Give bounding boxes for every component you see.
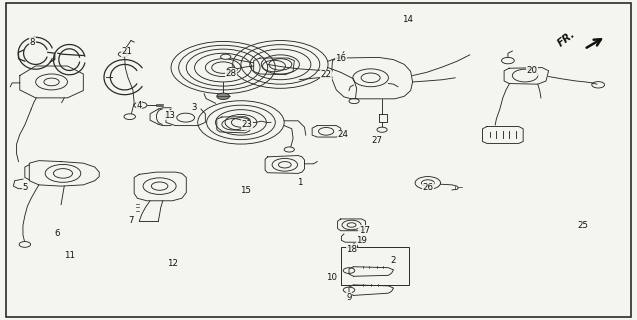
Text: 2: 2	[390, 256, 396, 265]
Text: 5: 5	[22, 183, 27, 192]
Text: 8: 8	[30, 38, 35, 47]
Circle shape	[118, 52, 129, 57]
Text: 18: 18	[346, 245, 357, 254]
Text: 14: 14	[402, 15, 413, 24]
Circle shape	[124, 114, 136, 120]
Text: 26: 26	[422, 183, 433, 192]
Text: 4: 4	[136, 101, 142, 110]
Circle shape	[220, 54, 231, 59]
Text: 15: 15	[240, 186, 251, 195]
Circle shape	[217, 93, 229, 100]
Text: 24: 24	[337, 130, 348, 139]
Circle shape	[227, 67, 237, 72]
Text: 20: 20	[527, 66, 538, 75]
Circle shape	[284, 147, 294, 152]
Bar	[12, 10, 238, 311]
Text: 11: 11	[64, 251, 75, 260]
Text: 13: 13	[164, 111, 175, 120]
Text: 10: 10	[326, 273, 337, 282]
Text: 27: 27	[371, 136, 382, 145]
Text: 9: 9	[347, 292, 352, 301]
Text: FR.: FR.	[555, 28, 577, 48]
Circle shape	[349, 99, 359, 104]
Text: 28: 28	[225, 69, 236, 78]
Text: 16: 16	[335, 53, 347, 62]
Text: 25: 25	[577, 221, 589, 230]
Text: 21: 21	[121, 47, 132, 56]
Text: 19: 19	[356, 236, 367, 245]
Text: 17: 17	[359, 226, 369, 235]
Text: 6: 6	[54, 229, 59, 238]
Text: 1: 1	[297, 178, 302, 187]
Text: 23: 23	[242, 120, 253, 130]
Text: 22: 22	[320, 70, 332, 79]
Bar	[341, 247, 410, 285]
Circle shape	[377, 127, 387, 132]
Text: 12: 12	[167, 259, 178, 268]
Text: 7: 7	[128, 216, 134, 225]
Circle shape	[19, 242, 31, 247]
Text: 3: 3	[192, 103, 197, 112]
